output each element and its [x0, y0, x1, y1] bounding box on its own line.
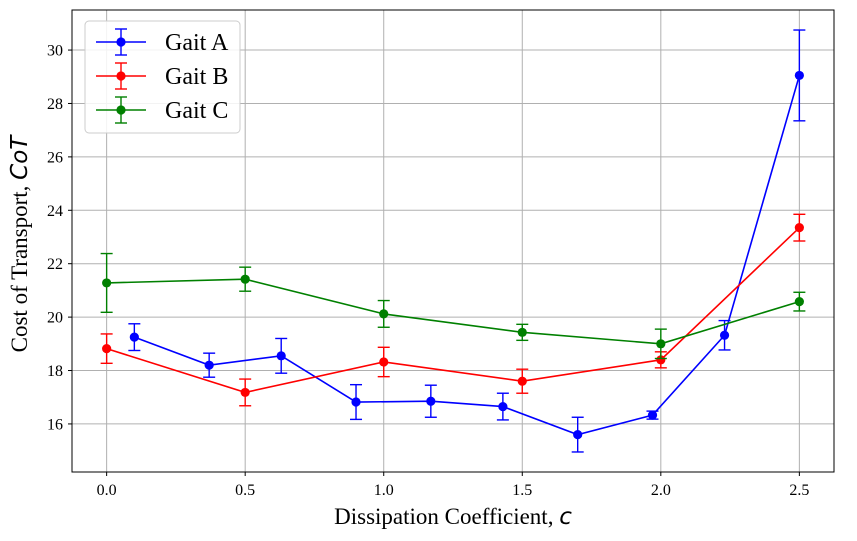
- grid: [72, 10, 834, 472]
- data-point: [656, 339, 666, 349]
- y-axis-label-var: CoT: [7, 134, 33, 180]
- x-tick-label: 2.5: [789, 482, 809, 499]
- series-layer: [100, 29, 806, 453]
- legend-entry-gait-b: Gait B: [96, 62, 228, 90]
- y-tick-label: 28: [47, 96, 63, 113]
- x-axis-label-var: c: [559, 504, 572, 530]
- y-tick-label: 24: [47, 203, 63, 220]
- y-tick-label: 30: [47, 43, 63, 60]
- x-tick-label: 0.5: [235, 482, 255, 499]
- ticks: 0.0 0.5 1.0 1.5 2.0 2.5 16 18 20 22 24 26 28 30: [47, 43, 809, 499]
- data-point: [102, 344, 112, 354]
- series-gait-a: [128, 29, 806, 453]
- y-axis-label: Cost of Transport, CoT: [7, 134, 33, 353]
- data-point: [204, 360, 214, 370]
- x-tick-label: 2.0: [651, 482, 671, 499]
- data-point: [517, 376, 527, 386]
- series-gait-c: [100, 252, 806, 360]
- data-point: [276, 351, 286, 361]
- data-point: [240, 274, 250, 284]
- x-tick-label: 1.0: [374, 482, 394, 499]
- data-point: [351, 397, 361, 407]
- legend-box: [84, 20, 241, 134]
- data-point: [240, 387, 250, 398]
- y-tick-label: 22: [47, 256, 63, 273]
- series-line-gait-b: [106, 227, 800, 394]
- legend-label: Gait B: [165, 64, 228, 90]
- x-tick-label: 1.5: [512, 482, 532, 499]
- x-axis-label-text: Dissipation Coefficient,: [334, 504, 559, 529]
- legend-marker: [116, 105, 126, 115]
- data-point: [379, 357, 389, 367]
- data-point: [379, 309, 389, 319]
- data-point: [794, 223, 804, 233]
- data-point: [129, 332, 139, 342]
- data-point: [102, 278, 112, 288]
- y-tick-label: 16: [47, 416, 63, 433]
- legend-marker: [116, 71, 126, 81]
- y-tick-label: 18: [47, 363, 63, 380]
- plot-frame: [71, 9, 835, 473]
- data-point: [517, 327, 527, 337]
- series-gait-b: [100, 213, 806, 407]
- data-point: [426, 396, 436, 406]
- series-line-gait-c: [106, 278, 800, 345]
- data-point: [719, 330, 730, 340]
- data-point: [794, 70, 804, 81]
- y-tick-label: 20: [47, 310, 63, 327]
- data-point: [647, 410, 658, 420]
- x-tick-label: 0.0: [97, 482, 117, 499]
- y-tick-label: 26: [47, 149, 63, 166]
- legend-label: Gait C: [165, 98, 228, 124]
- legend-marker: [116, 37, 126, 47]
- legend: Gait A Gait B Gait C: [84, 20, 241, 134]
- x-axis-label: Dissipation Coefficient, c: [334, 504, 572, 530]
- data-point: [573, 430, 583, 440]
- series-line-gait-a: [134, 75, 801, 436]
- legend-entry-gait-a: Gait A: [96, 28, 229, 56]
- legend-entry-gait-c: Gait C: [96, 96, 228, 124]
- data-point: [794, 297, 804, 307]
- y-axis-label-text: Cost of Transport,: [7, 180, 32, 353]
- data-point: [498, 401, 508, 412]
- legend-label: Gait A: [165, 30, 229, 56]
- data-point: [656, 355, 666, 365]
